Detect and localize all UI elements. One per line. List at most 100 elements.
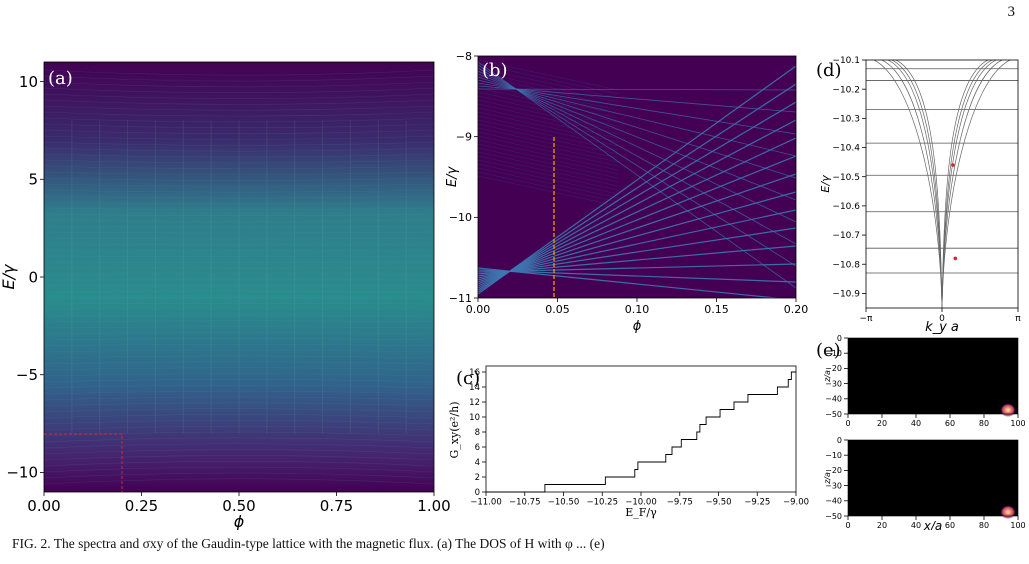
panel-e-top-peak bbox=[1000, 403, 1016, 417]
panel-a-band-line bbox=[44, 105, 434, 111]
panel-b-level-line bbox=[478, 137, 796, 287]
panel-e-tag: (e) bbox=[816, 340, 841, 361]
panel-b-ytick-label: −10 bbox=[449, 211, 472, 224]
panel-c-ylabel: G_xy(e²/h) bbox=[448, 402, 461, 459]
panel-b-level-line bbox=[478, 85, 796, 113]
panel-e-xlabel: x/a bbox=[923, 519, 943, 530]
panel-a-band-line bbox=[44, 129, 434, 134]
panel-b-level-line bbox=[478, 64, 796, 267]
panel-e-bottom-xtick-label: 100 bbox=[1010, 521, 1025, 530]
panel-d-ytick-label: −10.7 bbox=[832, 231, 860, 241]
panel-d-marked-point bbox=[953, 256, 958, 261]
panel-e-top-ytick-label: −30 bbox=[825, 379, 842, 388]
panel-b-ytick-label: −8 bbox=[456, 50, 472, 63]
figure-caption: FIG. 2. The spectra and σxy of the Gaudi… bbox=[12, 536, 605, 551]
panel-a-band-line bbox=[44, 332, 434, 335]
panel-a-band-line bbox=[44, 355, 434, 359]
panel-a-band-line bbox=[44, 303, 434, 305]
panel-e-bottom-xtick-label: 0 bbox=[845, 521, 850, 530]
panel-a-band-line bbox=[44, 183, 434, 187]
panel-a-band-line bbox=[44, 460, 434, 467]
panel-b-noise-line bbox=[478, 79, 619, 111]
panel-e-top-xtick-label: 20 bbox=[877, 419, 887, 428]
panel-c-hall-conductance-line bbox=[486, 371, 796, 493]
panel-b-level-line bbox=[478, 70, 796, 223]
panel-b-level-line bbox=[478, 263, 796, 273]
panel-a-band-line bbox=[44, 343, 434, 347]
panel-a-band-line bbox=[44, 420, 434, 425]
panel-a-band-line bbox=[44, 87, 434, 94]
panel-a-tag: (a) bbox=[48, 68, 73, 89]
panel-a-heatmap bbox=[44, 62, 434, 492]
panel-d-xtick-label: −π bbox=[860, 314, 874, 324]
panel-a-band-line bbox=[44, 390, 434, 395]
panel-e-bottom-peak bbox=[1000, 505, 1016, 519]
panel-b-ytick-label: −9 bbox=[456, 131, 472, 144]
panel-a-band-line bbox=[44, 201, 434, 205]
panel-b-xtick-label: 0.05 bbox=[545, 303, 570, 316]
panel-a-band-line bbox=[44, 338, 434, 341]
panel-b-noise-line bbox=[478, 139, 619, 171]
panel-a-ytick-label: −5 bbox=[16, 366, 38, 384]
panel-c-xtick-label: −9.00 bbox=[783, 498, 809, 508]
panel-a-band-line bbox=[44, 437, 434, 443]
panel-e-top-xtick-label: 0 bbox=[845, 419, 850, 428]
panel-b-level-line bbox=[478, 155, 796, 285]
panel-a-band-line bbox=[44, 225, 434, 228]
panel-c-xtick-label: −10.00 bbox=[625, 498, 656, 508]
panel-d-ytick-label: −10.8 bbox=[832, 260, 860, 270]
panel-b-level-line bbox=[478, 267, 783, 298]
panel-b-noise-line bbox=[478, 131, 619, 163]
panel-a-band-line bbox=[44, 117, 434, 123]
panel-a-zoom-box bbox=[44, 433, 123, 492]
panel-d-ytick-label: −10.5 bbox=[832, 173, 860, 183]
panel-a-band-line bbox=[44, 408, 434, 413]
panel-e-bottom-ytick-label: −20 bbox=[825, 466, 842, 475]
panel-b-noise-line bbox=[478, 59, 619, 91]
panel-a-band-line bbox=[44, 207, 434, 211]
panel-c: (c) −11.00 −10.75 −10.50 −10.25 −10.00 −9.75 −… bbox=[448, 365, 809, 519]
panel-b-level-line bbox=[478, 101, 796, 291]
panel-b-level-line bbox=[478, 173, 796, 283]
panel-b-level-line bbox=[478, 209, 796, 279]
panel-a-band-line bbox=[44, 219, 434, 222]
panel-a-ytick-label: −10 bbox=[6, 464, 38, 482]
panel-b-level-line bbox=[478, 88, 796, 91]
panel-e-top-ytick-label: 0 bbox=[837, 334, 842, 343]
panel-a-band-line bbox=[44, 478, 434, 485]
panel-c-ytick-label: 8 bbox=[475, 428, 480, 438]
panel-a-band-line bbox=[44, 402, 434, 407]
panel-d-tag: (d) bbox=[816, 60, 842, 81]
panel-b-noise-line bbox=[478, 167, 619, 199]
panel-a-band-line bbox=[44, 472, 434, 479]
panel-e-bottom-xtick-label: 20 bbox=[877, 521, 887, 530]
panel-e-bottom-xtick-label: 60 bbox=[945, 521, 955, 530]
panel-a-band-line bbox=[44, 171, 434, 175]
panel-e-bottom-ytick-label: −10 bbox=[825, 451, 842, 460]
panel-a-ytick-label: 5 bbox=[28, 171, 38, 189]
panel-b-noise-line bbox=[478, 171, 619, 203]
panel-b-xtick-label: 0.15 bbox=[704, 303, 729, 316]
panel-a-band-line bbox=[44, 361, 434, 365]
panel-b-xtick-label: 0.20 bbox=[784, 303, 809, 316]
panel-d-ytick-label: −10.4 bbox=[832, 144, 860, 154]
panel-e-bottom-ytick-label: −50 bbox=[825, 512, 842, 521]
panel-a-ytick-label: 10 bbox=[19, 73, 38, 91]
panel-e-top-ytick-label: −20 bbox=[825, 364, 842, 373]
panel-b-level-line bbox=[478, 119, 796, 289]
panel-a-band-line bbox=[44, 81, 434, 88]
panel-a: (a) 0.00 0.25 0.50 0.75 1.00 10 5 0 −5 −10 ϕ E/γ bbox=[0, 61, 451, 530]
panel-e-bottom-xtick-label: 40 bbox=[911, 521, 921, 530]
panel-a-band-line bbox=[44, 297, 434, 299]
panel-b-level-line bbox=[478, 82, 796, 135]
panel-a-xtick-label: 0.50 bbox=[222, 497, 255, 515]
panel-a-band-line bbox=[44, 165, 434, 170]
panel-b-level-line bbox=[478, 67, 796, 245]
panel-b-level-line bbox=[478, 83, 796, 293]
panel-c-xlabel: E_F/γ bbox=[625, 506, 657, 519]
panel-b-level-line bbox=[478, 227, 796, 277]
panel-e-ylabel-top: z/a bbox=[823, 370, 832, 383]
panel-c-ytick-label: 12 bbox=[469, 398, 480, 408]
panel-a-band-line bbox=[44, 414, 434, 419]
